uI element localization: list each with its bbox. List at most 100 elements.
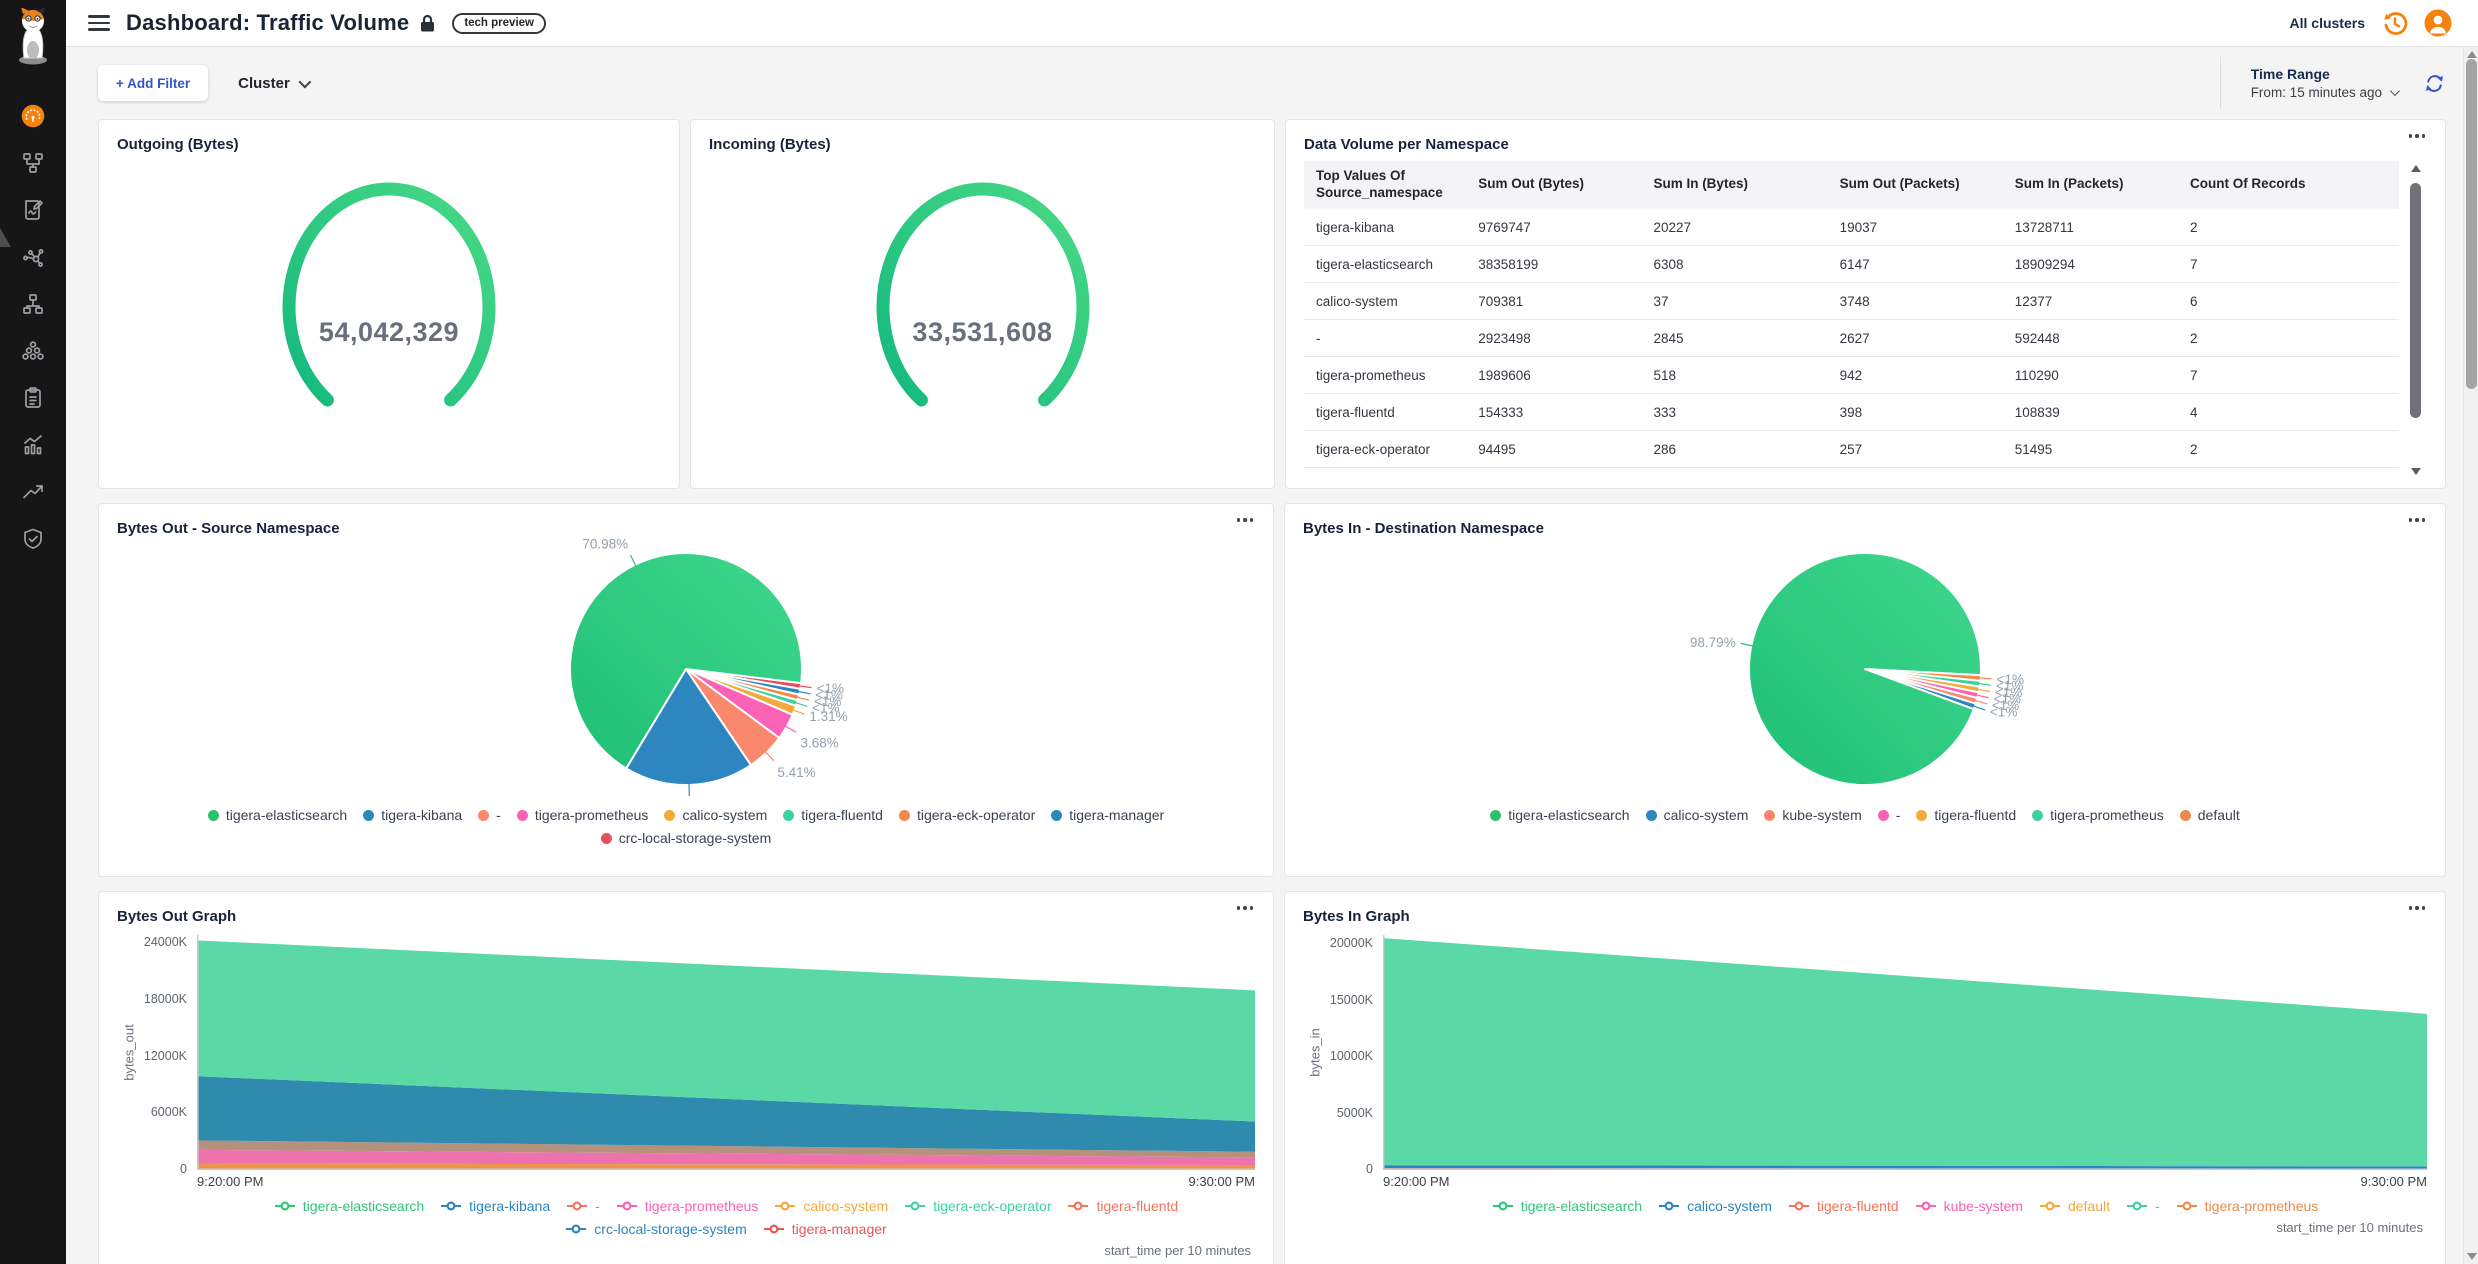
table-cell: 286 bbox=[1643, 430, 1830, 469]
refresh-button[interactable] bbox=[2423, 72, 2446, 95]
legend-item[interactable]: - bbox=[566, 1198, 600, 1214]
legend-label: crc-local-storage-system bbox=[594, 1221, 747, 1237]
sidebar-notch bbox=[0, 228, 11, 247]
scroll-up-icon[interactable] bbox=[2411, 165, 2421, 172]
legend-item[interactable]: default bbox=[2179, 807, 2240, 823]
time-range-block[interactable]: Time Range From: 15 minutes ago bbox=[2251, 66, 2400, 100]
legend-item[interactable]: tigera-fluentd bbox=[1067, 1198, 1178, 1214]
legend-item[interactable]: tigera-prometheus bbox=[2032, 807, 2164, 823]
user-menu-button[interactable] bbox=[2424, 9, 2452, 37]
panel-menu-icon[interactable] bbox=[1233, 902, 1258, 914]
y-axis-label: bytes_out bbox=[121, 1024, 137, 1081]
dashboard-gauge-icon bbox=[21, 104, 45, 127]
legend-dot-icon bbox=[516, 809, 528, 821]
legend-item[interactable]: - bbox=[478, 807, 501, 823]
legend-item[interactable]: kube-system bbox=[1764, 807, 1862, 823]
legend-label: default bbox=[2197, 807, 2240, 823]
sidebar-item-nodes[interactable] bbox=[0, 280, 66, 327]
panel-menu-icon[interactable] bbox=[2405, 514, 2430, 526]
legend-dot-icon bbox=[1490, 809, 1502, 821]
panel-menu-icon[interactable] bbox=[2405, 130, 2430, 142]
panel-bytes-in-graph: Bytes In Graph bytes_in 0 5000K 10000K 1500… bbox=[1284, 891, 2446, 1264]
legend-item[interactable]: - bbox=[1877, 807, 1900, 823]
legend-item[interactable]: tigera-manager bbox=[1051, 807, 1164, 823]
legend-label: calico-system bbox=[1687, 1198, 1772, 1214]
legend-item[interactable]: tigera-elasticsearch bbox=[1492, 1198, 1642, 1214]
legend-item[interactable]: tigera-kibana bbox=[363, 807, 462, 823]
area-band bbox=[197, 1076, 1255, 1152]
legend-item[interactable]: calico-system bbox=[774, 1198, 888, 1214]
table-header-row: Top Values Of Source_namespace Sum Out (B… bbox=[1304, 161, 2399, 209]
legend-item[interactable]: default bbox=[2039, 1198, 2110, 1214]
legend-item[interactable]: tigera-elasticsearch bbox=[207, 807, 347, 823]
legend-item[interactable]: tigera-fluentd bbox=[1916, 807, 2016, 823]
panel-menu-icon[interactable] bbox=[2405, 902, 2430, 914]
legend-item[interactable]: - bbox=[2126, 1198, 2160, 1214]
legend-item[interactable]: tigera-eck-operator bbox=[904, 1198, 1051, 1214]
legend-series-icon bbox=[2039, 1201, 2060, 1211]
legend-label: tigera-eck-operator bbox=[916, 807, 1036, 823]
sidebar-item-dashboard[interactable] bbox=[0, 92, 66, 139]
legend-item[interactable]: crc-local-storage-system bbox=[565, 1221, 747, 1237]
y-tick-label: 20000K bbox=[1329, 936, 1373, 951]
legend-item[interactable]: tigera-prometheus bbox=[2176, 1198, 2318, 1214]
history-button[interactable] bbox=[2381, 10, 2408, 37]
table-row: tigera-elasticsearch 38358199 6308 6147 1890… bbox=[1304, 245, 2399, 284]
legend-item[interactable]: tigera-elasticsearch bbox=[274, 1198, 424, 1214]
legend-item[interactable]: calico-system bbox=[664, 807, 767, 823]
legend-series-icon bbox=[441, 1201, 462, 1211]
table-scrollbar[interactable] bbox=[2408, 161, 2423, 479]
table-cell: 94495 bbox=[1468, 430, 1644, 469]
add-filter-button[interactable]: + Add Filter bbox=[98, 65, 209, 101]
scrollbar-thumb[interactable] bbox=[2410, 183, 2421, 418]
sidebar-item-threat-defense[interactable] bbox=[0, 515, 66, 562]
page-scrollbar[interactable] bbox=[2463, 47, 2478, 1264]
legend-item[interactable]: calico-system bbox=[1645, 807, 1748, 823]
legend-item[interactable]: tigera-prometheus bbox=[516, 807, 648, 823]
scroll-down-icon[interactable] bbox=[2411, 468, 2421, 475]
scroll-down-icon[interactable] bbox=[2466, 1253, 2477, 1260]
legend-item[interactable]: tigera-manager bbox=[763, 1221, 887, 1237]
sidebar-item-compliance[interactable] bbox=[0, 374, 66, 421]
legend-item[interactable]: crc-local-storage-system bbox=[600, 830, 771, 846]
sidebar-item-activity[interactable] bbox=[0, 468, 66, 515]
legend-item[interactable]: tigera-kibana bbox=[440, 1198, 550, 1214]
column-header: Sum In (Bytes) bbox=[1643, 161, 1830, 209]
panel-title: Bytes In - Destination Namespace bbox=[1303, 520, 1544, 537]
table-cell: 709381 bbox=[1468, 282, 1644, 321]
sidebar-item-clusters[interactable] bbox=[0, 327, 66, 374]
table-cell: 7 bbox=[2179, 245, 2399, 284]
scroll-up-icon[interactable] bbox=[2466, 51, 2477, 58]
pie-percent-label: <1% bbox=[817, 681, 844, 696]
legend-item[interactable]: tigera-eck-operator bbox=[898, 807, 1036, 823]
tech-preview-badge: tech preview bbox=[452, 12, 546, 34]
pie-legend: tigera-elasticsearch calico-system kube-sy… bbox=[1303, 807, 2427, 823]
area-band bbox=[197, 1163, 1255, 1169]
legend-item[interactable]: kube-system bbox=[1915, 1198, 2023, 1214]
y-tick-label: 18000K bbox=[143, 992, 187, 1007]
cluster-filter-dropdown[interactable]: Cluster bbox=[238, 75, 312, 92]
panel-menu-icon[interactable] bbox=[1233, 514, 1258, 526]
menu-icon[interactable] bbox=[88, 15, 110, 31]
legend-item[interactable]: tigera-prometheus bbox=[616, 1198, 758, 1214]
legend-item[interactable]: tigera-fluentd bbox=[1788, 1198, 1899, 1214]
namespace-table: Top Values Of Source_namespace Sum Out (B… bbox=[1304, 161, 2427, 479]
legend-dot-icon bbox=[2179, 809, 2191, 821]
table-row: tigera-prometheus 1989606 518 942 110290 7 bbox=[1304, 356, 2399, 395]
legend-dot-icon bbox=[478, 809, 490, 821]
legend-label: default bbox=[2067, 1198, 2110, 1214]
legend-item[interactable]: calico-system bbox=[1658, 1198, 1772, 1214]
panel-outgoing-bytes: Outgoing (Bytes) 54,042,329 bbox=[98, 119, 680, 489]
cluster-selector[interactable]: All clusters bbox=[2289, 15, 2365, 31]
legend-item[interactable]: tigera-fluentd bbox=[783, 807, 883, 823]
scrollbar-thumb[interactable] bbox=[2466, 59, 2477, 389]
sidebar-item-service-graph[interactable] bbox=[0, 139, 66, 186]
sidebar-item-network[interactable] bbox=[0, 233, 66, 280]
legend-item[interactable]: tigera-elasticsearch bbox=[1490, 807, 1630, 823]
sidebar-item-reports[interactable] bbox=[0, 421, 66, 468]
chevron-down-icon bbox=[298, 75, 312, 88]
pie-slice[interactable] bbox=[1748, 552, 1982, 786]
calico-logo[interactable] bbox=[11, 8, 55, 66]
legend-series-icon bbox=[567, 1201, 588, 1211]
sidebar-item-policies[interactable] bbox=[0, 186, 66, 233]
